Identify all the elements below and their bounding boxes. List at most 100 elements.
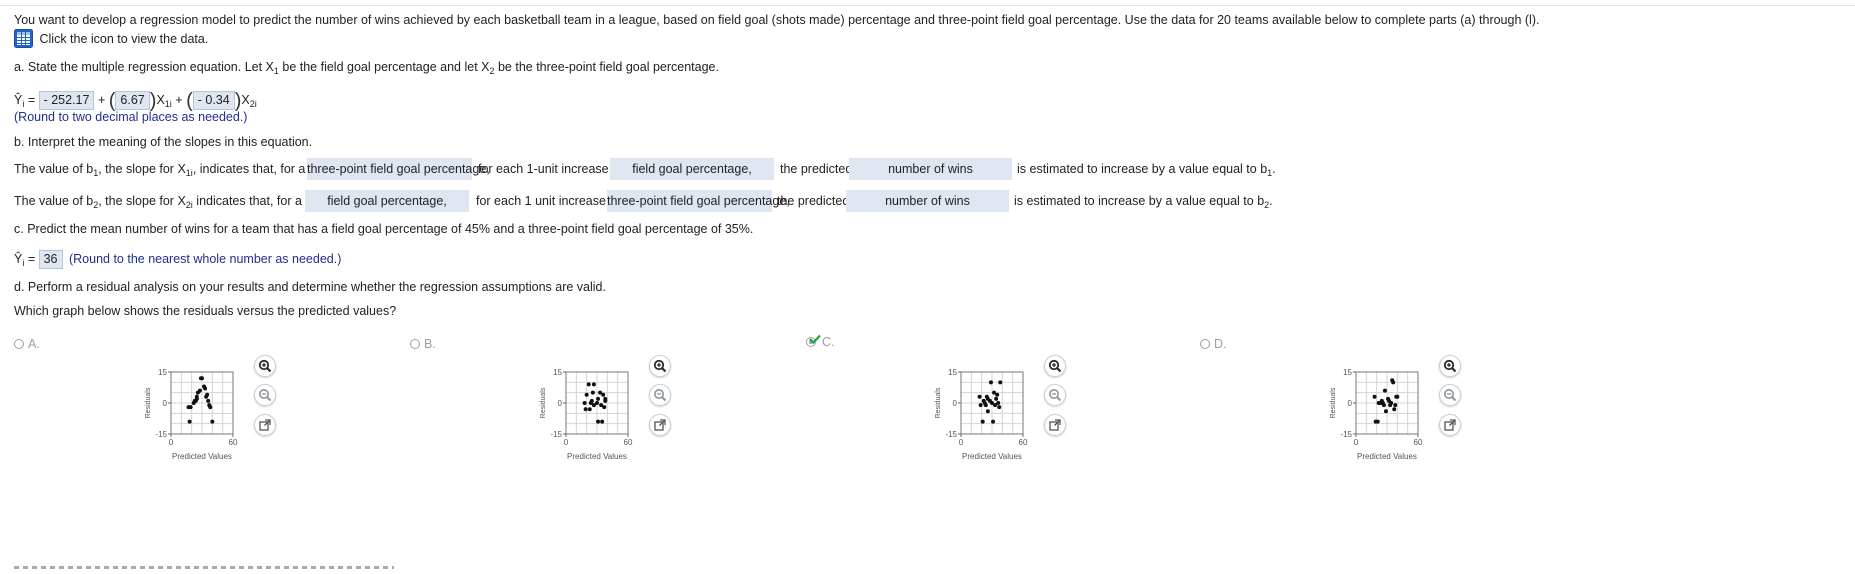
- data-table-icon[interactable]: [14, 29, 33, 51]
- b2-predicted-dropdown[interactable]: number of wins: [846, 190, 1009, 212]
- data-point: [602, 405, 607, 410]
- popout-icon-button-a[interactable]: [254, 414, 276, 436]
- data-point: [591, 382, 596, 387]
- b0-answer-box[interactable]: - 252.17: [38, 91, 95, 110]
- x-axis-label: Predicted Values: [962, 452, 1022, 461]
- b2-text-predicted: the predicted: [777, 194, 850, 208]
- data-point: [208, 405, 213, 410]
- option-c[interactable]: C.: [806, 334, 835, 349]
- radio-option-d[interactable]: [1200, 339, 1210, 349]
- data-point: [1395, 394, 1400, 399]
- data-point: [1393, 403, 1398, 408]
- data-point: [598, 390, 603, 395]
- popout-icon: [1049, 419, 1061, 431]
- b1-increase-dropdown[interactable]: field goal percentage,: [610, 158, 774, 180]
- y-tick-label: 0: [163, 399, 168, 408]
- prediction-row: Ŷi = 36 (Round to the nearest whole numb…: [14, 250, 342, 269]
- data-point: [595, 401, 599, 405]
- zoom-in-icon-button-c[interactable]: [1044, 355, 1066, 377]
- data-point: [1381, 403, 1386, 408]
- slope-b2-text: The value of b2, the slope for X2i indic…: [14, 194, 336, 210]
- x-tick-label: 0: [1354, 438, 1359, 447]
- prediction-answer-box[interactable]: 36: [38, 250, 63, 269]
- data-point: [977, 394, 982, 399]
- data-point: [205, 392, 210, 397]
- part-a-prompt: a. State the multiple regression equatio…: [14, 60, 719, 76]
- b2-answer-box[interactable]: - 0.34: [192, 91, 235, 110]
- popout-icon-button-d[interactable]: [1439, 414, 1461, 436]
- x-axis-label: Predicted Values: [567, 452, 627, 461]
- data-point: [210, 419, 215, 424]
- radio-option-b[interactable]: [410, 339, 420, 349]
- option-d[interactable]: D.: [1200, 337, 1227, 351]
- b2-given-dropdown[interactable]: field goal percentage,: [305, 190, 469, 212]
- data-point: [990, 401, 994, 405]
- data-point: [187, 419, 192, 424]
- x-tick-label: 60: [229, 438, 238, 447]
- y-tick-label: 0: [953, 399, 958, 408]
- radio-option-a[interactable]: [14, 339, 24, 349]
- data-point: [600, 419, 605, 424]
- b2-increase-dropdown[interactable]: three-point field goal percentage,: [607, 190, 790, 212]
- option-a[interactable]: A.: [14, 337, 40, 351]
- data-point: [978, 403, 983, 408]
- data-point: [596, 419, 601, 424]
- y-tick-label: -15: [945, 430, 957, 439]
- zoom-in-icon-button-a[interactable]: [254, 355, 276, 377]
- y-tick-label: -15: [1340, 430, 1352, 439]
- data-point: [599, 403, 604, 408]
- data-point: [203, 386, 208, 391]
- part-d-prompt: d. Perform a residual analysis on your r…: [14, 280, 606, 294]
- regression-equation: Ŷi = - 252.17 + (6.67)X1i + (- 0.34)X2i: [14, 90, 257, 112]
- data-point: [590, 390, 595, 395]
- data-point: [194, 396, 199, 401]
- zoom-in-icon-button-d[interactable]: [1439, 355, 1461, 377]
- zoom-out-icon: [259, 389, 272, 402]
- zoom-in-icon: [258, 359, 272, 373]
- data-point: [1391, 380, 1396, 385]
- zoom-in-icon-button-b[interactable]: [649, 355, 671, 377]
- zoom-out-icon-button-b[interactable]: [649, 384, 671, 406]
- b1-answer-box[interactable]: 6.67: [115, 91, 150, 110]
- y-tick-label: 15: [553, 368, 562, 377]
- data-point: [992, 390, 997, 395]
- x-tick-label: 60: [624, 438, 633, 447]
- b2-text-estimated: is estimated to increase by a value equa…: [1014, 194, 1273, 210]
- data-point: [584, 392, 589, 397]
- data-point: [1389, 401, 1394, 405]
- y-tick-label: 0: [558, 399, 563, 408]
- zoom-out-icon-button-a[interactable]: [254, 384, 276, 406]
- cutoff-text-line: [14, 566, 394, 569]
- option-b[interactable]: B.: [410, 337, 436, 351]
- popout-icon: [259, 419, 271, 431]
- b1-predicted-dropdown[interactable]: number of wins: [849, 158, 1012, 180]
- y-tick-label: 15: [948, 368, 957, 377]
- data-point: [596, 396, 601, 401]
- y-tick-label: 15: [158, 368, 167, 377]
- b1-given-dropdown[interactable]: three-point field goal percentage,: [307, 158, 490, 180]
- zoom-out-icon: [654, 389, 667, 402]
- zoom-out-icon-button-c[interactable]: [1044, 384, 1066, 406]
- data-link-row[interactable]: Click the icon to view the data.: [14, 29, 208, 51]
- radio-option-c-checked[interactable]: [806, 334, 822, 348]
- data-point: [188, 405, 193, 410]
- data-link-text[interactable]: Click the icon to view the data.: [39, 32, 209, 46]
- data-point: [197, 388, 202, 393]
- b1-text-estimated: is estimated to increase by a value equa…: [1017, 162, 1276, 178]
- zoom-out-icon-button-d[interactable]: [1439, 384, 1461, 406]
- y-tick-label: 15: [1343, 368, 1352, 377]
- x-tick-label: 60: [1019, 438, 1028, 447]
- data-point: [591, 403, 596, 408]
- data-point: [996, 401, 1001, 405]
- y-tick-label: -15: [550, 430, 562, 439]
- popout-icon-button-c[interactable]: [1044, 414, 1066, 436]
- data-point: [998, 380, 1003, 385]
- y-axis-label: Residuals: [145, 387, 152, 418]
- y-axis-label: Residuals: [1330, 387, 1337, 418]
- data-point: [994, 396, 999, 401]
- popout-icon-button-b[interactable]: [649, 414, 671, 436]
